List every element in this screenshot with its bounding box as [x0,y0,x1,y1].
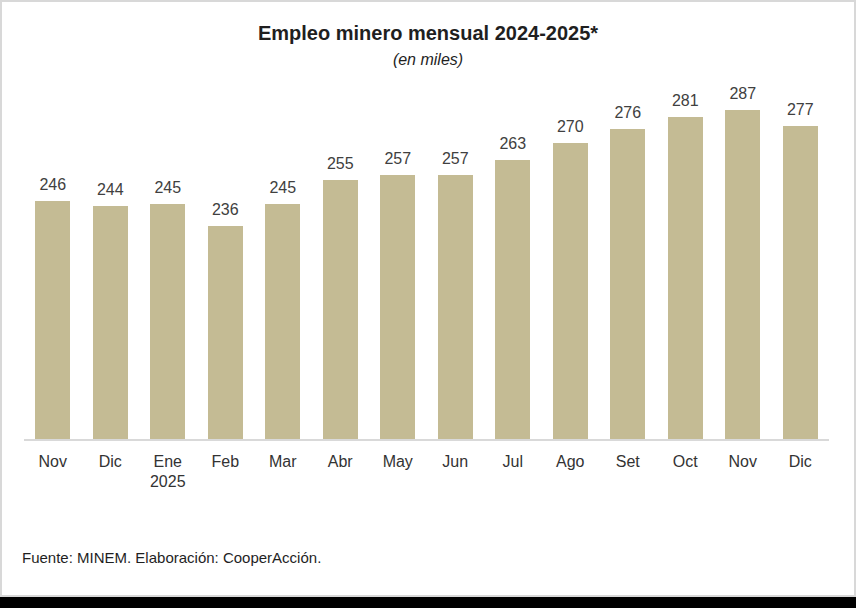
bar-column: 245 [254,85,312,439]
bar-column: 244 [82,85,140,439]
bar-value-label: 276 [614,104,641,122]
bar-value-label: 263 [499,135,526,153]
bar [783,126,818,439]
bar [668,117,703,439]
bar-value-label: 246 [39,176,66,194]
bar-value-label: 257 [384,150,411,168]
x-tick-label: Oct [657,441,715,492]
chart-frame: Empleo minero mensual 2024-2025* (en mil… [0,0,856,608]
bar-column: 257 [427,85,485,439]
bar-value-label: 287 [729,85,756,103]
bar-value-label: 257 [442,150,469,168]
x-tick-label: Ago [542,441,600,492]
bar-value-label: 270 [557,118,584,136]
bar [438,175,473,439]
bar [93,206,128,439]
bar-value-label: 255 [327,155,354,173]
bar [725,110,760,439]
bar-column: 263 [484,85,542,439]
bar [208,226,243,439]
bar [380,175,415,439]
bar [495,160,530,439]
bar-column: 277 [772,85,830,439]
x-axis: NovDicEne2025FebMarAbrMayJunJulAgoSetOct… [24,441,829,492]
bar-column: 276 [599,85,657,439]
x-tick-label: Ene2025 [139,441,197,492]
x-tick-label: Mar [254,441,312,492]
bar [610,129,645,439]
bar-column: 257 [369,85,427,439]
bar-column: 270 [542,85,600,439]
plot-area: 246 244 245 236 245 255 257 257 263 270 276 281 287 2… [24,85,829,441]
bar-value-label: 245 [269,179,296,197]
bar-value-label: 245 [154,179,181,197]
bar [323,180,358,439]
bar-value-label: 236 [212,201,239,219]
x-tick-label: Dic [82,441,140,492]
bar [35,201,70,439]
bar-column: 281 [657,85,715,439]
bar-column: 236 [197,85,255,439]
source-note: Fuente: MINEM. Elaboración: CooperAcción… [22,549,321,566]
bar [553,143,588,439]
x-tick-label: Jun [427,441,485,492]
chart-subtitle: (en miles) [0,49,856,70]
bar [150,204,185,439]
x-tick-label: Dic [772,441,830,492]
bar-column: 246 [24,85,82,439]
x-tick-label: Nov [714,441,772,492]
bar-value-label: 244 [97,181,124,199]
x-tick-label: Abr [312,441,370,492]
bar-column: 287 [714,85,772,439]
bar [265,204,300,439]
x-tick-sublabel: 2025 [139,472,197,492]
bar-column: 255 [312,85,370,439]
bottom-black-bar [0,597,856,608]
x-tick-label: Set [599,441,657,492]
chart-title: Empleo minero mensual 2024-2025* [40,20,816,47]
bar-value-label: 281 [672,92,699,110]
bar-value-label: 277 [787,101,814,119]
x-tick-label: Feb [197,441,255,492]
x-tick-label: Nov [24,441,82,492]
x-tick-label: Jul [484,441,542,492]
x-tick-label: May [369,441,427,492]
bar-column: 245 [139,85,197,439]
